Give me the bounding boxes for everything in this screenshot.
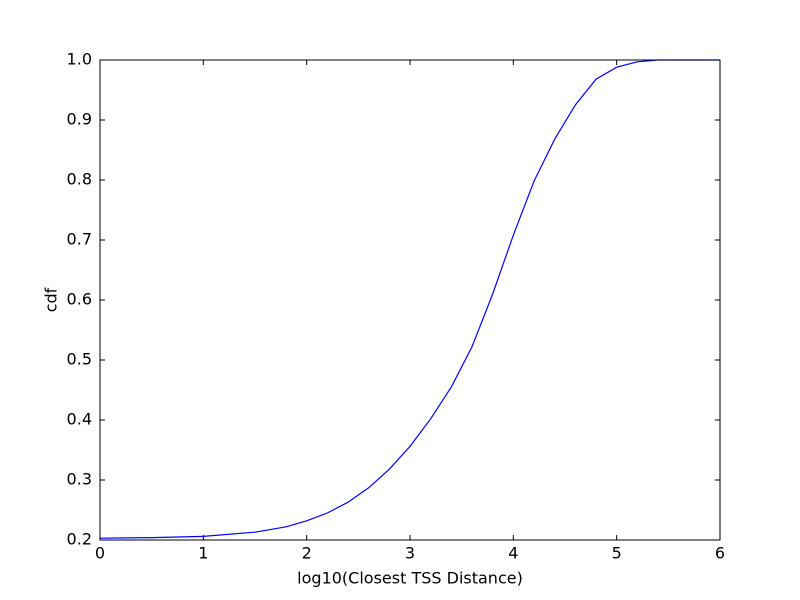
x-tick-label: 2 bbox=[302, 544, 312, 563]
y-axis-label: cdf bbox=[42, 287, 61, 312]
y-tick-label: 0.6 bbox=[67, 290, 92, 309]
y-tick-label: 0.7 bbox=[67, 230, 92, 249]
plot-frame bbox=[99, 59, 721, 541]
x-tick-label: 0 bbox=[95, 544, 105, 563]
y-tick-label: 0.3 bbox=[67, 470, 92, 489]
y-tick-label: 0.9 bbox=[67, 110, 92, 129]
x-axis-label: log10(Closest TSS Distance) bbox=[297, 569, 523, 588]
y-tick-label: 0.2 bbox=[67, 530, 92, 549]
x-tick-label: 4 bbox=[508, 544, 518, 563]
x-tick-label: 6 bbox=[715, 544, 725, 563]
y-tick-label: 0.5 bbox=[67, 350, 92, 369]
y-tick-label: 1.0 bbox=[67, 50, 92, 69]
x-tick-label: 5 bbox=[612, 544, 622, 563]
data-line bbox=[99, 59, 720, 539]
x-tick-label: 1 bbox=[198, 544, 208, 563]
y-tick-label: 0.4 bbox=[67, 410, 92, 429]
x-tick-label: 3 bbox=[405, 544, 415, 563]
y-tick-label: 0.8 bbox=[67, 170, 92, 189]
